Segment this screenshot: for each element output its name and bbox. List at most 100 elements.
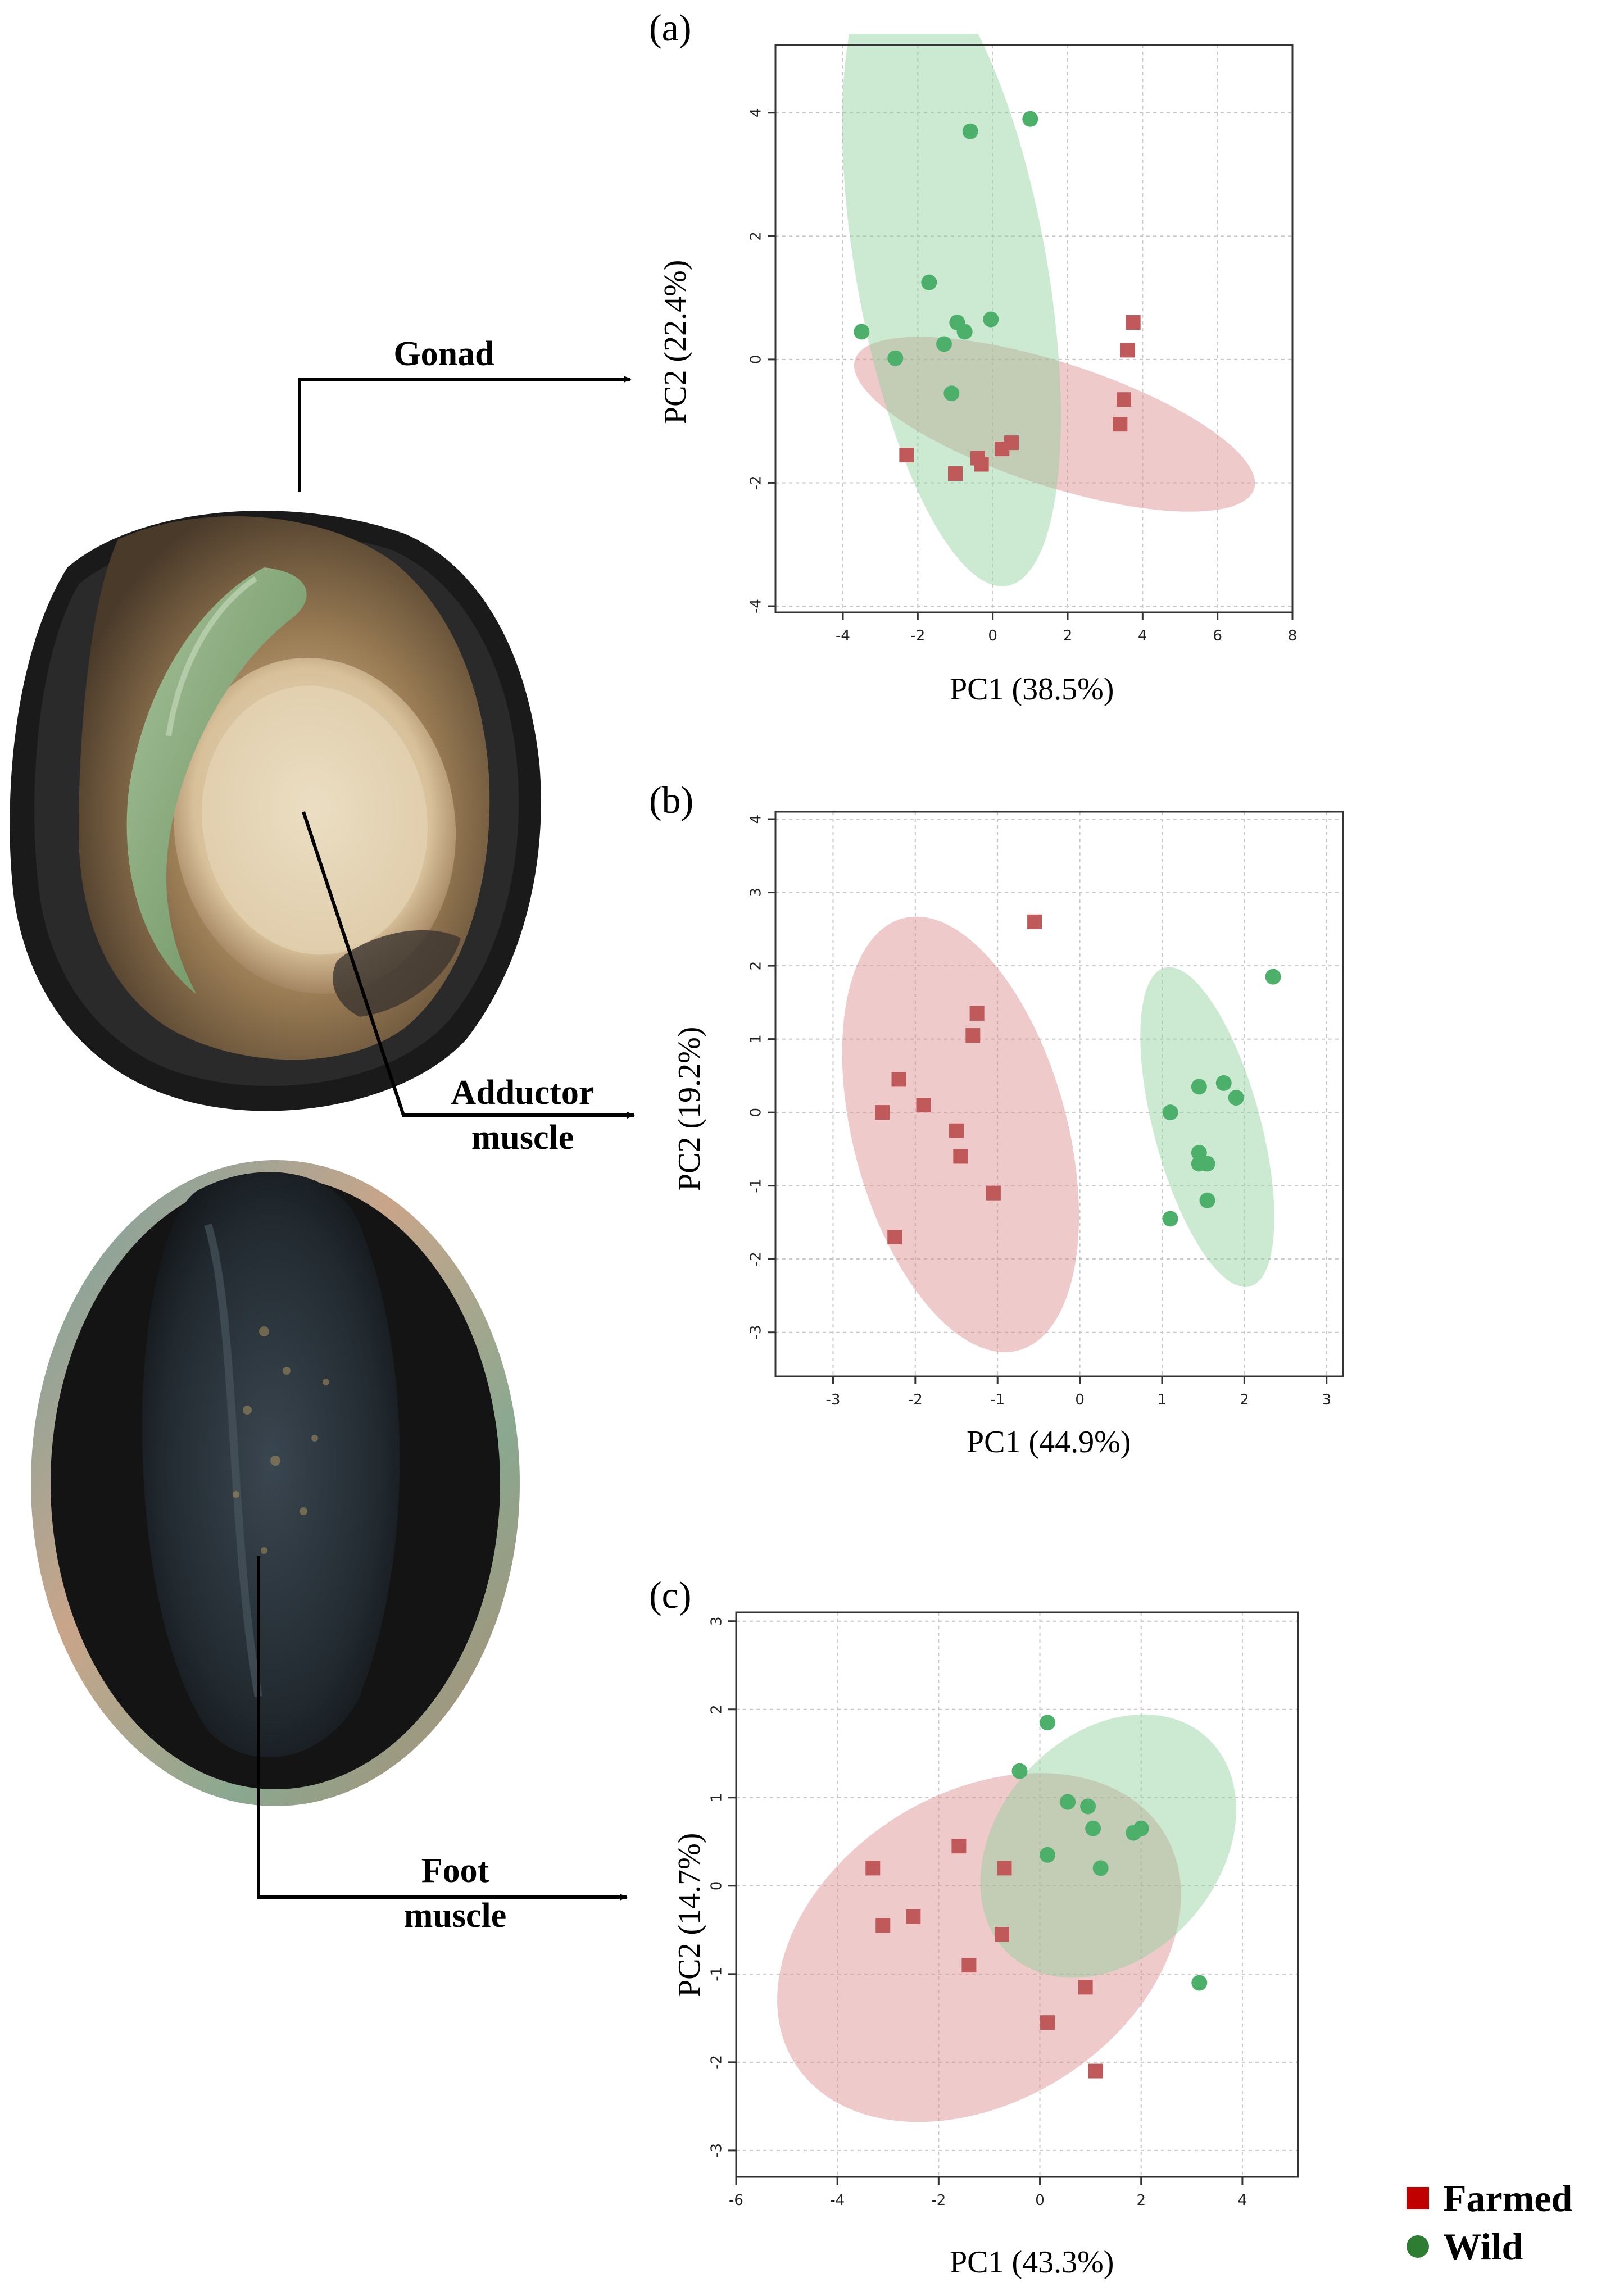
plot-frame [774,811,1344,1377]
x-tick-label: -2 [910,628,925,644]
farmed-confidence-ellipse [854,337,1255,512]
panel-a-xlabel: PC1 (38.5%) [950,672,1114,707]
wild-points [1011,1715,1208,1991]
farmed-points [875,914,1042,1245]
farmed-confidence-ellipse [777,1773,1181,2122]
y-tick-label: -2 [709,2055,725,2070]
panel-b-letter: (b) [649,779,694,821]
grid [736,1612,1298,2177]
y-tick-label: 0 [709,1881,725,1891]
wild-point [1228,1090,1244,1106]
farmed-point [951,1839,967,1854]
wild-point [962,123,978,139]
farmed-point [1078,1980,1093,1995]
panel-c-letter: (c) [649,1574,692,1616]
y-tick-label: 3 [709,1616,725,1626]
y-tick-label: 4 [748,815,765,824]
adductor-arrow [302,811,635,1119]
wild-point [854,324,870,340]
wild-point [1133,1820,1149,1836]
pca-plot-foot: -6 -4 -2 0 2 4 -3 -2 -1 0 1 2 3 [709,1611,1299,2209]
wild-point [956,324,973,340]
plot-frame [774,44,1294,613]
farmed-points [899,315,1141,481]
farmed-points [865,1839,1103,2079]
x-tick-label: 0 [1035,2192,1045,2209]
wild-point [1191,1079,1207,1095]
grid [775,812,1343,1376]
panel-b-ylabel: PC2 (19.2%) [672,1026,707,1191]
wild-point [1011,1763,1028,1779]
farmed-point [986,1185,1001,1201]
farmed-point [899,448,914,463]
wild-point [1199,1192,1215,1208]
legend-item-farmed: Farmed [1405,2174,1572,2222]
x-tick-label: 4 [1138,628,1147,644]
x-tick-label: 3 [1322,1392,1331,1408]
wild-confidence-ellipse [1140,967,1274,1287]
x-tick-label: -4 [836,628,850,644]
panel-a-letter: (a) [649,6,692,49]
wild-point [1080,1798,1096,1815]
farmed-point [1120,343,1135,358]
y-tick-label: -4 [748,599,765,613]
y-tick-label: -3 [748,1325,765,1340]
wild-point [1215,1075,1232,1091]
wild-point [1199,1156,1215,1172]
farmed-point [906,1909,921,1924]
x-tick-label: 2 [1063,628,1073,644]
wild-point [1092,1860,1109,1876]
farmed-point [887,1230,902,1245]
x-tick-label: 4 [1238,2192,1247,2209]
wild-circle-icon [1407,2235,1429,2258]
y-tick-label: -1 [709,1967,725,1981]
farmed-point [969,1006,985,1021]
y-tick-label: 2 [748,231,765,241]
wild-point [1162,1211,1178,1227]
y-tick-label: 1 [709,1793,725,1802]
x-tick-label: -2 [931,2192,946,2209]
legend: Farmed Wild [1405,2174,1572,2271]
farmed-point [997,1861,1012,1876]
y-tick-label: 2 [709,1704,725,1714]
farmed-point [961,1958,977,1973]
x-tick-label: 1 [1158,1392,1167,1408]
x-tick-label: -2 [908,1392,923,1408]
gonad-label: Gonad [393,335,494,373]
farmed-point [949,1123,964,1138]
farmed-point [1088,2063,1103,2079]
farmed-point [891,1072,906,1087]
wild-points [854,111,1038,402]
panel-c-ylabel: PC2 (14.7%) [672,1833,707,1997]
y-tick-label: 2 [748,961,765,971]
y-tick-label: -2 [748,1252,765,1266]
farmed-point [875,1918,891,1933]
y-tick-label: 1 [748,1034,765,1044]
farmed-point [1004,435,1019,451]
wild-point [983,311,999,328]
farmed-point [916,1098,931,1113]
x-tick-label: -6 [729,2192,743,2209]
y-tick-label: 0 [748,1108,765,1117]
y-tick-label: 0 [748,355,765,365]
x-tick-label: -4 [830,2192,845,2209]
farmed-point [1027,914,1042,929]
connector-arrows [257,376,635,1901]
wild-point [1040,1715,1056,1731]
foot-label-line1: Foot [421,1852,489,1890]
adductor-label-line1: Adductor [451,1074,595,1112]
x-tick-label: -1 [990,1392,1005,1408]
legend-label-farmed: Farmed [1443,2176,1573,2220]
wild-point [936,336,952,352]
wild-points [1162,969,1281,1227]
x-tick-label: 0 [1075,1392,1085,1408]
farmed-point [953,1149,968,1164]
wild-point [1085,1820,1101,1836]
gonad-arrow [298,376,632,492]
legend-label-wild: Wild [1443,2225,1523,2268]
wild-point [921,274,937,290]
adductor-label-line2: muscle [471,1119,574,1157]
wild-point [1191,1975,1208,1991]
x-tick-label: 2 [1136,2192,1146,2209]
panel-b-xlabel: PC1 (44.9%) [967,1425,1131,1460]
